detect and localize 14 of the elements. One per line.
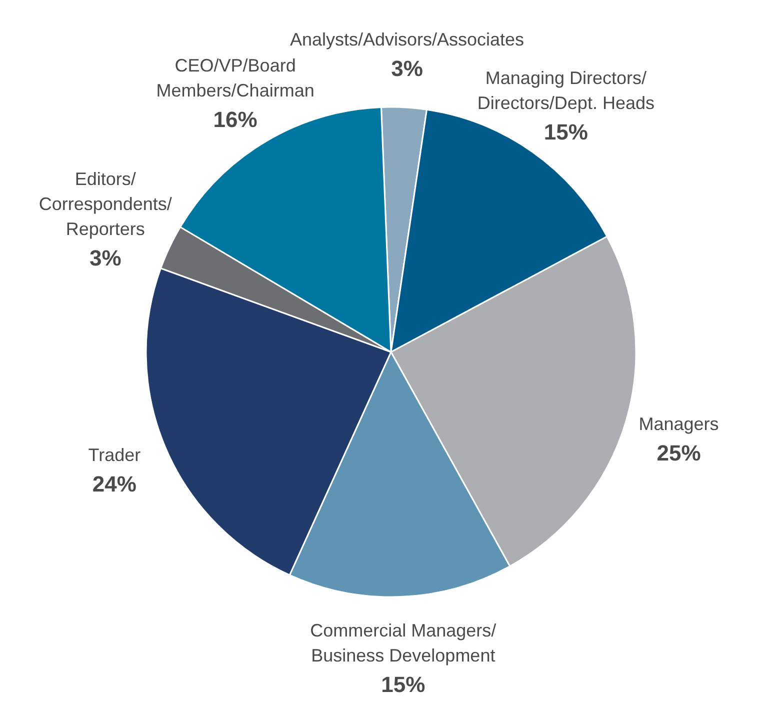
data-label: 15%	[544, 119, 588, 144]
data-label: 3%	[391, 56, 423, 81]
data-label: 3%	[89, 245, 122, 270]
slice-label: Editors/ Correspondents/ Reporters	[38, 168, 172, 239]
data-label: 16%	[213, 106, 258, 132]
data-label: 25%	[656, 440, 701, 466]
slice-label: Trader	[88, 445, 141, 466]
data-label: 15%	[381, 672, 426, 697]
slice-label: CEO/VP/Board Members/Chairman	[156, 55, 314, 100]
data-label: 24%	[92, 472, 136, 497]
slice-label: Managing Directors/ Directors/Dept. Heads	[477, 68, 654, 113]
slice-label: Commercial Managers/ Business Development	[310, 620, 496, 666]
slice-label: Managers	[638, 414, 719, 434]
slice-label: Analysts/Advisors/Associates	[290, 29, 524, 50]
